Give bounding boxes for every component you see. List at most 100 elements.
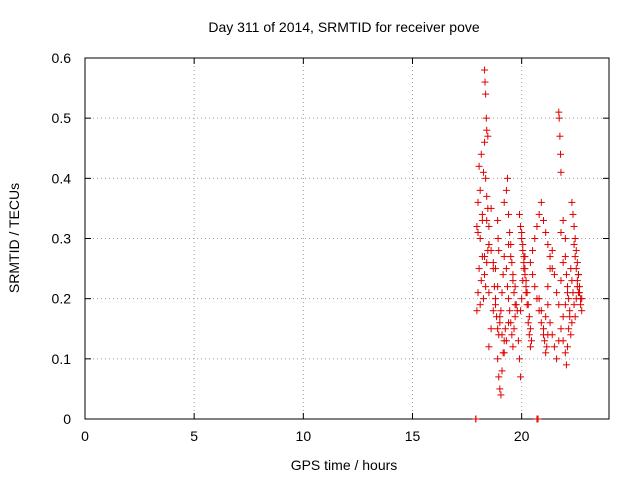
- data-point: [519, 247, 527, 255]
- data-point: [474, 228, 482, 236]
- data-point: [544, 283, 552, 291]
- data-point: [489, 259, 497, 267]
- data-point: [524, 301, 532, 309]
- data-point: [489, 307, 497, 315]
- data-point: [474, 289, 482, 297]
- data-point: [541, 337, 549, 345]
- data-point: [525, 313, 533, 321]
- x-tick-label: 10: [296, 428, 312, 444]
- data-point: [529, 247, 537, 255]
- y-tick-label: 0.6: [52, 50, 72, 66]
- data-point: [503, 174, 511, 182]
- data-point: [565, 295, 573, 303]
- data-point: [572, 265, 580, 273]
- data-point: [561, 349, 569, 357]
- data-point: [520, 253, 528, 261]
- data-point: [481, 66, 489, 74]
- data-point: [578, 307, 586, 315]
- data-point: [578, 295, 586, 303]
- data-point: [512, 301, 520, 309]
- data-point: [485, 222, 493, 230]
- data-point: [511, 283, 519, 291]
- data-point: [542, 313, 550, 321]
- data-point: [473, 222, 481, 230]
- data-point: [521, 265, 529, 273]
- data-point: [517, 222, 525, 230]
- data-point: [494, 283, 502, 291]
- data-point: [500, 337, 508, 345]
- y-tick-label: 0.2: [52, 291, 72, 307]
- data-point: [506, 307, 514, 315]
- data-point: [497, 391, 505, 399]
- data-point: [542, 228, 550, 236]
- data-point: [498, 331, 506, 339]
- data-point: [517, 373, 525, 381]
- data-point: [559, 313, 567, 321]
- data-point: [511, 313, 519, 321]
- data-point: [498, 367, 506, 375]
- data-point: [540, 216, 547, 224]
- data-point: [564, 343, 572, 351]
- data-point: [491, 295, 499, 303]
- data-point: [524, 319, 532, 327]
- data-point: [534, 415, 542, 423]
- data-point: [550, 271, 558, 279]
- data-point: [479, 295, 487, 303]
- data-point: [507, 253, 515, 261]
- data-point: [509, 343, 517, 351]
- data-point: [546, 319, 554, 327]
- data-point: [557, 150, 565, 158]
- data-point: [553, 289, 561, 297]
- data-point: [485, 241, 493, 249]
- data-point: [568, 319, 576, 327]
- data-point: [514, 337, 522, 345]
- data-point: [510, 289, 518, 297]
- data-point: [482, 283, 490, 291]
- data-point: [543, 343, 551, 351]
- y-tick-label: 0.1: [52, 351, 72, 367]
- data-point: [537, 198, 545, 206]
- data-point: [535, 210, 543, 218]
- data-point: [485, 289, 493, 297]
- y-axis-label: SRMTID / TECUs: [6, 183, 22, 293]
- data-point: [520, 259, 528, 267]
- data-point: [544, 301, 552, 309]
- data-point: [518, 228, 526, 236]
- data-point: [531, 283, 539, 291]
- data-point: [508, 331, 516, 339]
- data-point: [544, 241, 552, 249]
- data-point: [571, 253, 579, 261]
- data-point: [477, 150, 485, 158]
- data-point: [522, 277, 530, 285]
- data-point: [477, 277, 485, 285]
- data-point: [481, 78, 489, 86]
- data-point: [567, 331, 575, 339]
- data-point: [557, 228, 565, 236]
- data-point: [510, 325, 518, 333]
- data-point: [574, 271, 582, 279]
- data-point: [473, 307, 481, 315]
- data-point: [515, 355, 523, 363]
- data-point: [518, 235, 526, 242]
- data-point: [483, 126, 491, 134]
- data-point: [562, 361, 570, 369]
- data-point: [571, 235, 579, 242]
- data-point: [494, 325, 502, 333]
- data-point: [487, 325, 495, 333]
- data-point: [577, 301, 585, 309]
- data-point: [557, 325, 565, 333]
- data-point: [548, 247, 556, 255]
- data-point: [533, 222, 541, 230]
- data-point: [561, 235, 569, 242]
- y-tick-labels: 0 0.1 0.2 0.3 0.4 0.5 0.6: [52, 50, 72, 427]
- data-point: [526, 325, 534, 333]
- y-tick-label: 0: [63, 411, 71, 427]
- data-point: [502, 186, 510, 194]
- data-point: [507, 319, 515, 327]
- y-tick-label: 0.3: [52, 231, 72, 247]
- data-point: [557, 277, 565, 285]
- data-point: [555, 108, 563, 116]
- axis-ticks: [84, 57, 609, 420]
- grid-lines: [85, 58, 609, 419]
